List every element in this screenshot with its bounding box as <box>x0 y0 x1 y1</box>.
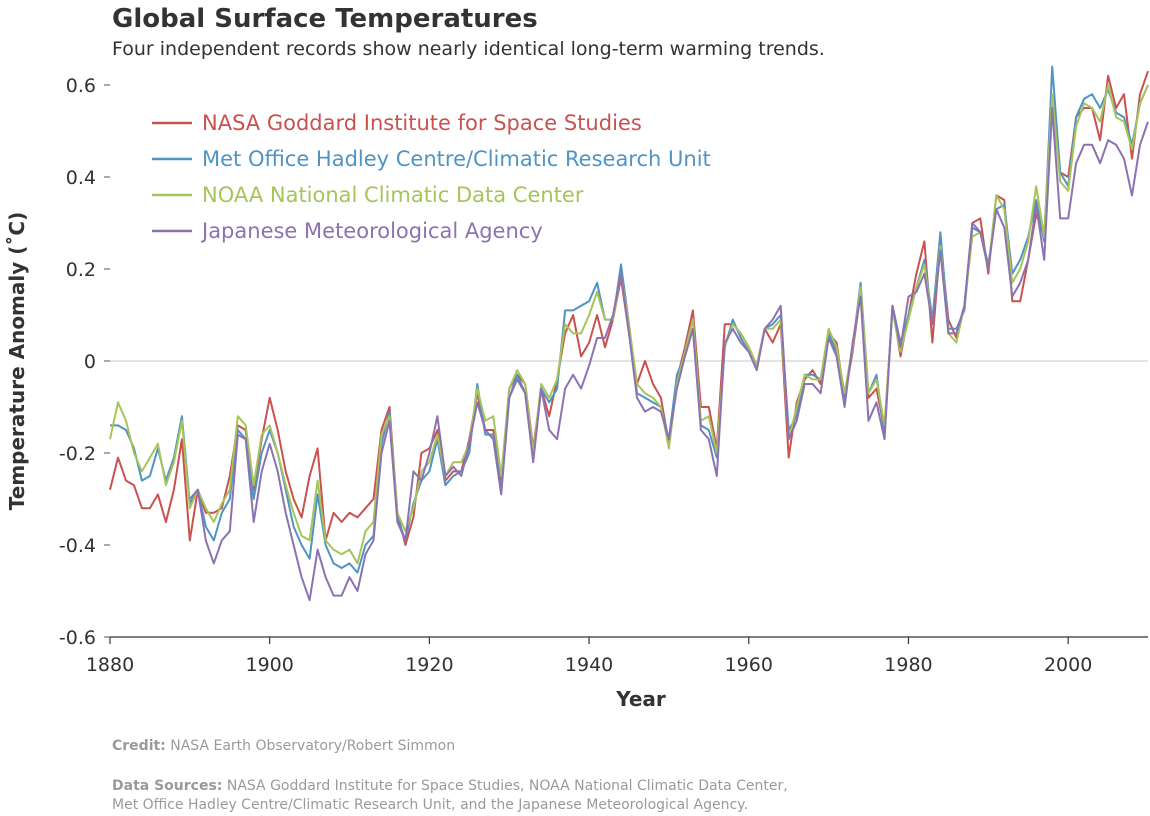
axes: -0.6 -0.4 -0.2 0 0.2 0.4 0.6 1880 1900 1920 1940 19… <box>5 75 1148 711</box>
credit-line: Credit: NASA Earth Observatory/Robert Si… <box>112 738 455 754</box>
y-tick-label: 0.4 <box>66 167 96 189</box>
x-axis-label: Year <box>615 687 666 711</box>
x-tick-label: 1960 <box>725 654 773 676</box>
series-lines <box>109 65 1149 602</box>
series-line-3 <box>189 107 1149 602</box>
legend-label-3: Japanese Meteorological Agency <box>200 219 543 243</box>
y-tick-label: 0.2 <box>66 259 96 281</box>
y-tick-label: 0 <box>84 351 96 373</box>
y-tick-label: -0.6 <box>59 627 96 649</box>
sources-text-line1: NASA Goddard Institute for Space Studies… <box>226 778 788 794</box>
legend-label-1: Met Office Hadley Centre/Climatic Resear… <box>202 147 711 171</box>
credit-text: NASA Earth Observatory/Robert Simmon <box>170 738 456 754</box>
sources-label: Data Sources: <box>112 778 223 794</box>
y-tick-label: 0.6 <box>66 75 96 97</box>
chart-subtitle: Four independent records show nearly ide… <box>112 38 825 60</box>
x-tick-label: 1900 <box>246 654 294 676</box>
x-tick-label: 2000 <box>1044 654 1092 676</box>
x-tick-label: 1980 <box>884 654 932 676</box>
y-axis-label: Temperature Anomaly (˚C) <box>5 212 29 510</box>
credit-label: Credit: <box>112 738 166 754</box>
data-sources: Data Sources: NASA Goddard Institute for… <box>112 777 1012 815</box>
chart-title: Global Surface Temperatures <box>112 4 538 34</box>
series-line-0 <box>109 70 1149 546</box>
series-line-2 <box>109 84 1149 565</box>
legend-label-2: NOAA National Climatic Data Center <box>202 183 584 207</box>
temperature-line-chart: -0.6 -0.4 -0.2 0 0.2 0.4 0.6 1880 1900 1920 1940 19… <box>5 65 1149 711</box>
x-tick-label: 1940 <box>565 654 613 676</box>
x-tick-label: 1920 <box>405 654 453 676</box>
legend-label-0: NASA Goddard Institute for Space Studies <box>202 111 642 135</box>
x-tick-label: 1880 <box>86 654 134 676</box>
legend: NASA Goddard Institute for Space Studies… <box>152 111 711 243</box>
sources-text-line2: Met Office Hadley Centre/Climatic Resear… <box>112 797 748 813</box>
y-tick-label: -0.2 <box>59 443 96 465</box>
y-tick-label: -0.4 <box>59 535 96 557</box>
